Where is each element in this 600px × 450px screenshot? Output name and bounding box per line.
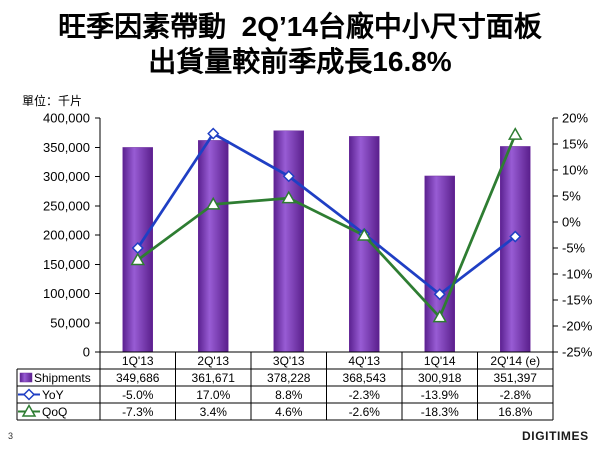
category-label: 2Q'13 (197, 354, 229, 368)
yoy-marker (207, 127, 220, 140)
shipments-table-value: 300,918 (418, 371, 462, 385)
qoq-line (136, 134, 517, 319)
yoy-marker (282, 170, 295, 183)
yoy-table-value: -2.3% (349, 388, 381, 402)
qoq-marker (281, 190, 297, 204)
category-label: 1Q'13 (122, 354, 154, 368)
shipments-bar (198, 140, 229, 353)
right-axis-tick-label: -25% (562, 345, 593, 360)
right-axis-tick-label: 15% (562, 137, 588, 152)
right-axis-tick-label: -15% (562, 293, 593, 308)
shipments-bar (500, 146, 531, 353)
yoy-table-value: 8.8% (275, 388, 303, 402)
left-axis-tick-label: 100,000 (43, 286, 90, 301)
chart-title-line-1: 旺季因素帶動 2Q’14台廠中小尺寸面板 (58, 11, 542, 42)
shipments-bar (273, 130, 304, 353)
right-axis-tick-label: 10% (562, 163, 588, 178)
left-axis-tick-label: 250,000 (43, 198, 90, 213)
yoy-table-value: -5.0% (122, 388, 154, 402)
yoy-table-value: -13.9% (421, 388, 459, 402)
category-label: 4Q'13 (348, 354, 380, 368)
right-axis-tick-label: 0% (562, 215, 581, 230)
qoq-marker (507, 127, 523, 140)
chart-title-line-2: 出貨量較前季成長16.8% (148, 46, 452, 77)
shipments-table-value: 368,543 (343, 371, 387, 385)
digitimes-logo: DIGITIMES (522, 429, 589, 443)
legend-key-qoq-marker (21, 403, 37, 417)
yoy-marker (433, 288, 446, 301)
qoq-table-value: 4.6% (275, 405, 303, 419)
qoq-table-value: -7.3% (122, 405, 154, 419)
line-series (136, 132, 517, 319)
shipments-table-value: 361,671 (192, 371, 236, 385)
shipments-table-value: 349,686 (116, 371, 160, 385)
left-axis-tick-label: 0 (83, 345, 90, 360)
legend-label-qoq: QoQ (42, 405, 67, 419)
qoq-table-value: -2.6% (349, 405, 381, 419)
line-markers (130, 127, 523, 323)
qoq-table-value: 3.4% (200, 405, 228, 419)
qoq-table-value: 16.8% (498, 405, 532, 419)
right-axis-tick-label: 20% (562, 111, 588, 126)
right-axis-tick-label: -10% (562, 267, 593, 282)
qoq-marker (432, 309, 448, 323)
category-label: 3Q'13 (273, 354, 305, 368)
bar-series (122, 130, 531, 353)
yoy-table-value: -2.8% (500, 388, 532, 402)
left-axis-tick-label: 400,000 (43, 111, 90, 126)
right-axis-tick-label: -20% (562, 319, 593, 334)
right-axis-tick-label: 5% (562, 189, 581, 204)
left-axis-tick-label: 50,000 (50, 315, 90, 330)
qoq-marker (130, 252, 146, 266)
shipments-table-value: 378,228 (267, 371, 311, 385)
shipments-bar (424, 175, 455, 353)
shipments-table-value: 351,397 (494, 371, 538, 385)
left-axis-tick-label: 300,000 (43, 169, 90, 184)
category-label: 1Q'14 (424, 354, 456, 368)
qoq-marker (205, 196, 221, 210)
left-axis-tick-label: 150,000 (43, 257, 90, 272)
legend-label-shipments: Shipments (34, 371, 91, 385)
left-axis-tick-label: 350,000 (43, 140, 90, 155)
qoq-table-value: -18.3% (421, 405, 459, 419)
yoy-marker (509, 230, 522, 243)
legend-label-yoy: YoY (42, 388, 64, 402)
data-table: 1Q'13 2Q'13 3Q'13 4Q'13 1Q'14 2Q'14 (e) 349,68… (16, 352, 554, 421)
page-number: 3 (8, 431, 14, 441)
qoq-marker (356, 228, 372, 241)
legend-key-yoy-marker (22, 388, 36, 401)
legend-key-shipments (19, 372, 33, 383)
left-axis-tick-label: 200,000 (43, 228, 90, 243)
right-axis-tick-label: -5% (562, 241, 586, 256)
yoy-table-value: 17.0% (196, 388, 230, 402)
shipments-bar (349, 136, 380, 353)
unit-label: 單位：千片 (22, 94, 83, 108)
category-label: 2Q'14 (e) (490, 354, 540, 368)
